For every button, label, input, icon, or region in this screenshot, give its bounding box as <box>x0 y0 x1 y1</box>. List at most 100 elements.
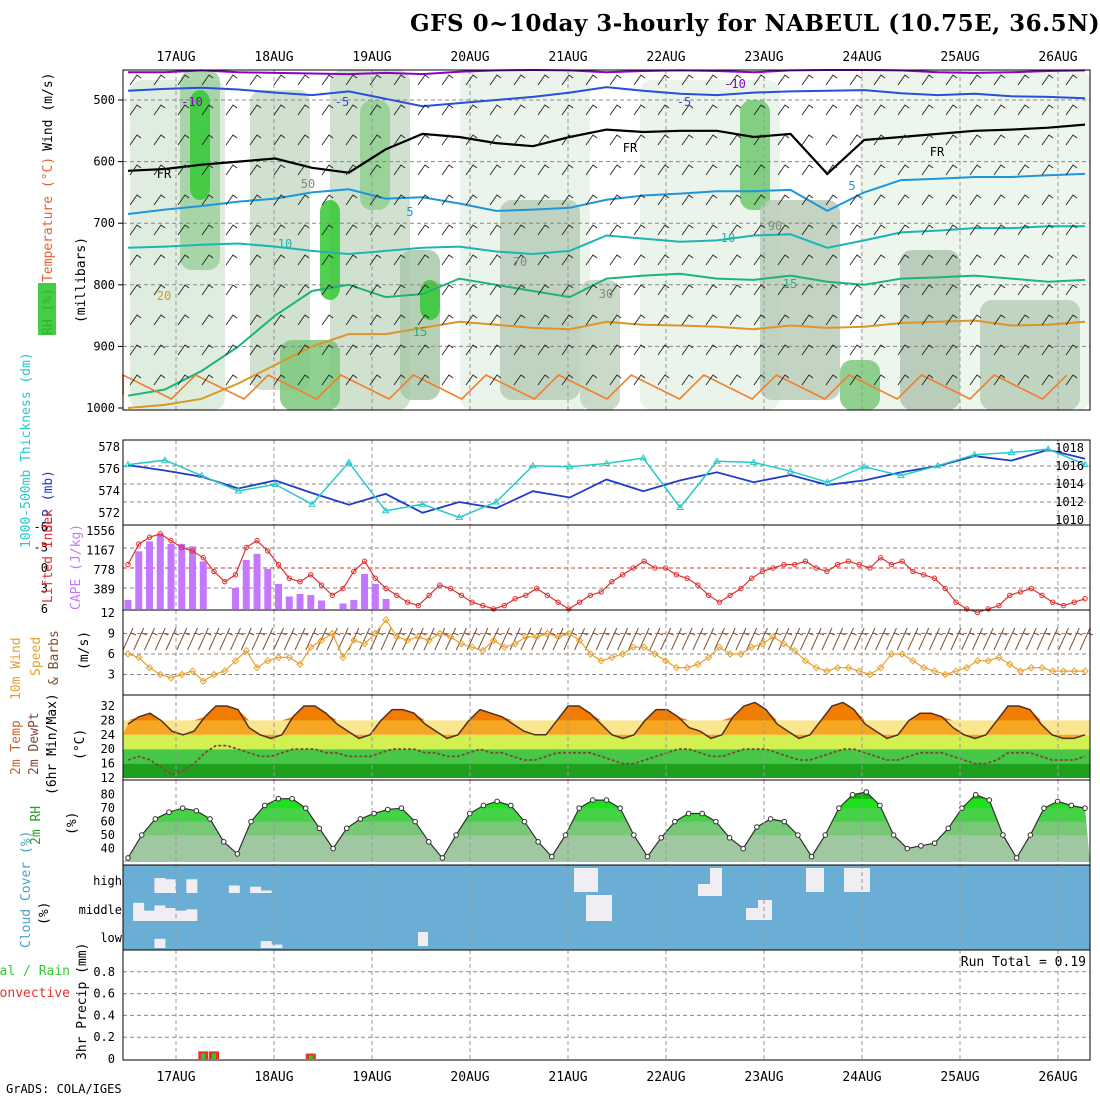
li-point <box>641 558 647 564</box>
thickness-point <box>602 459 611 466</box>
wind-point <box>210 670 218 679</box>
wind-point <box>758 640 767 648</box>
rh-point <box>836 805 842 811</box>
wind-point <box>1059 667 1068 675</box>
wind-barb <box>921 164 934 176</box>
wind-barb <box>465 134 478 146</box>
li-point <box>555 599 561 605</box>
wind-barb <box>561 74 574 86</box>
rh-tick: 50 <box>101 828 115 842</box>
rh-shade <box>320 200 340 300</box>
wind-barb <box>617 627 631 651</box>
wind-tick: 6 <box>108 647 115 661</box>
wind-barb <box>489 344 502 356</box>
wind-barb <box>945 74 958 86</box>
wind-barb <box>537 344 550 356</box>
wind-barb <box>489 134 502 146</box>
wind-point <box>382 616 390 624</box>
wind-barb <box>849 164 862 176</box>
wind-point <box>769 633 777 641</box>
rh-shade <box>980 300 1080 410</box>
wind-barb <box>561 314 574 326</box>
wind-barb <box>177 254 190 266</box>
wind-barb <box>705 194 718 206</box>
wind-barb <box>1017 314 1030 326</box>
wind-barb <box>345 74 358 86</box>
thickness-point <box>344 458 353 465</box>
li-point <box>286 575 292 581</box>
thickness-point <box>271 480 280 487</box>
wind-barb <box>208 627 223 651</box>
wind-barb <box>489 104 502 116</box>
li-point <box>845 558 852 564</box>
thickness-point <box>860 462 869 470</box>
rh-label: 90 <box>768 219 782 233</box>
thickness-point <box>1081 460 1089 468</box>
wind-barb <box>122 627 137 651</box>
temp-tick: 20 <box>101 742 115 756</box>
wind-barb <box>945 284 958 296</box>
wind-point <box>608 653 616 662</box>
cloud-tick: middle <box>79 903 122 917</box>
li-point <box>1082 596 1088 602</box>
wind-barb <box>873 134 886 146</box>
wind-point <box>274 653 283 662</box>
wind-barb <box>417 164 430 176</box>
wind-barb <box>1065 314 1078 326</box>
slp-tick: 1012 <box>1055 495 1084 509</box>
wind-point <box>618 650 627 658</box>
rh-point <box>726 834 733 841</box>
wind-barb <box>273 224 286 236</box>
rh-shade <box>840 360 880 410</box>
wind-barb <box>705 314 718 326</box>
wind-barb <box>1068 627 1083 651</box>
wind-barb <box>945 134 958 146</box>
wind-barb <box>918 627 932 651</box>
rh-point <box>1082 805 1088 811</box>
rh-point <box>740 845 747 852</box>
wind-barb <box>633 134 646 146</box>
wind-barb <box>606 627 621 651</box>
thickness-point <box>749 458 758 465</box>
li-point <box>931 575 938 581</box>
wind-barb <box>417 314 430 326</box>
cloud-high-block <box>228 885 240 893</box>
pressure-tick: 700 <box>93 216 115 230</box>
wind-barb <box>273 284 286 296</box>
wind-barb <box>187 627 201 651</box>
rh-point <box>849 791 856 798</box>
wind-barb <box>609 104 622 116</box>
cloud-high-block <box>165 879 177 893</box>
thickness-point <box>455 513 464 520</box>
li-point <box>716 599 723 605</box>
wind-barb <box>465 344 478 356</box>
thickness-point <box>124 460 132 468</box>
wind-barb <box>753 104 766 116</box>
rh-point <box>918 843 924 849</box>
wind-barb <box>657 164 670 176</box>
wind-barb <box>465 254 478 266</box>
wind-barb <box>441 194 454 206</box>
li-point <box>1017 589 1024 595</box>
wind-barb <box>393 374 406 386</box>
wind-ylabel-1: 10m Wind <box>9 637 24 700</box>
wind-barb <box>657 194 670 206</box>
wind-barb <box>465 194 478 206</box>
wind-barb <box>945 164 958 176</box>
rh-point <box>125 855 131 861</box>
rh-point <box>166 809 172 815</box>
wind-barb <box>1065 224 1078 236</box>
wind-barb <box>176 627 190 651</box>
cape-bar <box>167 543 175 609</box>
cloud-block <box>758 900 772 920</box>
wind-barb <box>972 627 986 651</box>
wind-barb <box>825 164 838 176</box>
wind-barb <box>177 134 190 146</box>
wind-barb <box>455 627 470 651</box>
date-axis: 17AUG 17AUG 18AUG 18AUG 19AUG 19AUG 20AUG 20AUG… <box>156 50 1077 1085</box>
cape-bar <box>264 568 272 609</box>
wind-barb <box>657 374 670 386</box>
isotherm-label: FR <box>930 145 945 159</box>
wind-point <box>124 650 132 658</box>
wind-barb <box>326 627 341 651</box>
